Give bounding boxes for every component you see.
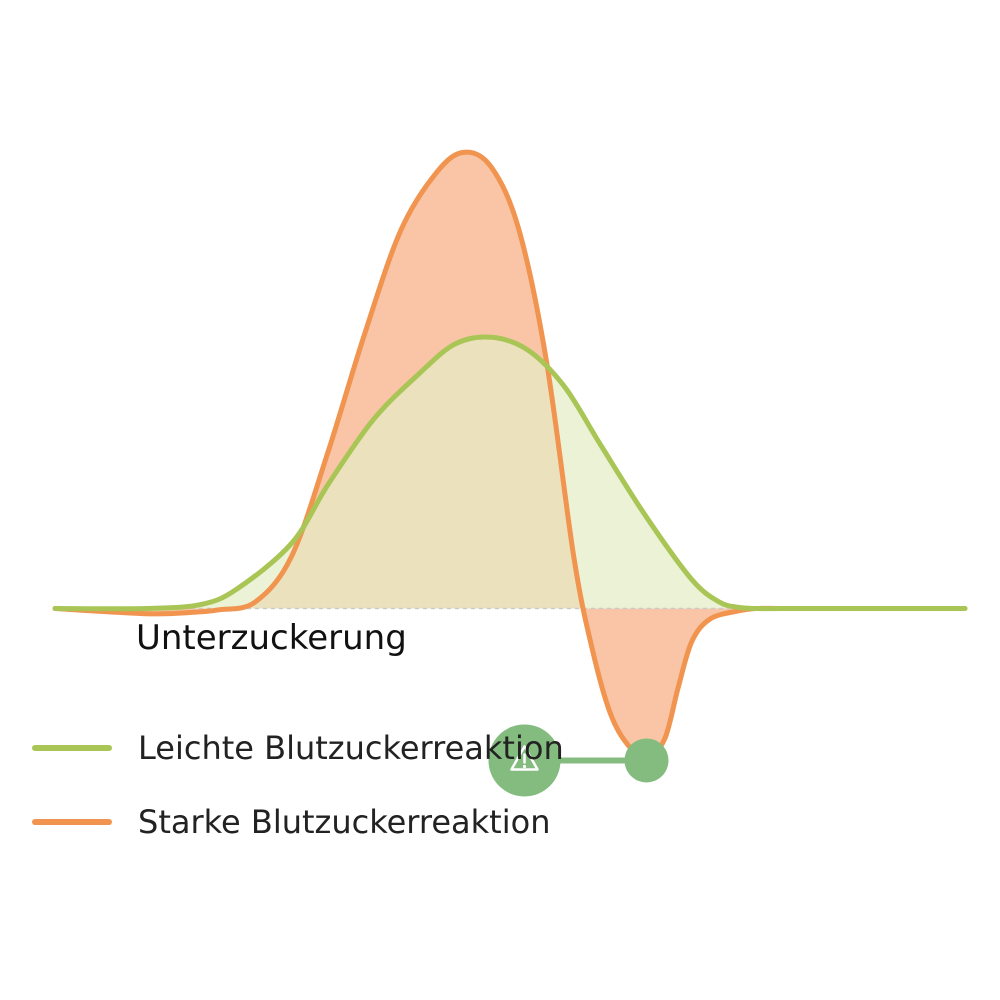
legend-label: Leichte Blutzuckerreaktion [138,729,564,767]
annotation-label: Unterzuckerung [136,618,407,658]
area-layer [55,152,965,759]
warning-triangle-icon [510,745,539,771]
legend-item: Starke Blutzuckerreaktion [32,792,550,852]
legend-label: Starke Blutzuckerreaktion [138,803,551,841]
legend-swatch [32,745,112,751]
series-line-0 [52,334,968,612]
legend-item: Leichte Blutzuckerreaktion [32,718,564,778]
line-layer [52,149,968,761]
series-area-0 [55,336,965,609]
series-line-1 [52,149,968,761]
annotation-layer [488,724,669,797]
annotation-marker [624,738,669,783]
legend-swatch [32,819,112,825]
